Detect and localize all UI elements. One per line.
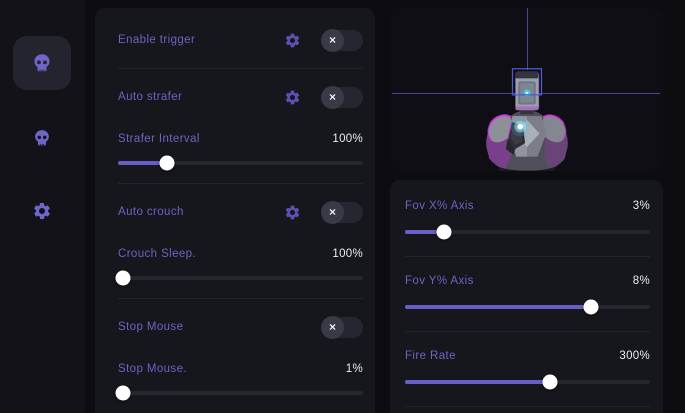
slider-thumb[interactable] [159, 155, 175, 170]
slider-fill [405, 229, 445, 234]
gear-icon [34, 202, 50, 220]
slider-track-bg [118, 275, 363, 280]
slider-row-fov-y: Fov Y% Axis 8% [405, 257, 650, 331]
slider-row-fire-rate: Fire Rate 300% [405, 332, 650, 406]
slider-value: 300% [619, 350, 650, 362]
sidebar-item-legit[interactable] [13, 36, 71, 90]
robot-model-preview [486, 68, 568, 171]
x-icon: × [328, 90, 336, 104]
slider-value: 3% [632, 200, 650, 212]
feature-row-auto-strafer: Auto strafer × [118, 69, 363, 125]
slider-thumb[interactable] [436, 224, 452, 239]
x-icon: × [328, 320, 336, 334]
gear-icon[interactable] [284, 32, 301, 49]
slider-fill [118, 160, 167, 165]
slider-row-strafer-interval: Strafer Interval 100% [118, 125, 363, 183]
features-panel: Enable trigger × Auto strafer × Strafer … [95, 8, 375, 413]
model-preview-panel [390, 8, 663, 171]
sidebar [0, 0, 85, 413]
x-icon: × [328, 205, 336, 219]
slider-row-fov-x: Fov X% Axis 3% [405, 182, 650, 256]
slider-row-stop-mouse: Stop Mouse. 1% [115, 355, 363, 413]
slider-track[interactable] [405, 224, 650, 239]
feature-label: Auto strafer [118, 91, 183, 103]
toggle-knob: × [321, 200, 344, 224]
toggle-knob: × [321, 28, 344, 52]
divider [405, 331, 650, 332]
feature-label: Enable trigger [118, 34, 196, 46]
divider [405, 406, 650, 407]
feature-row-auto-crouch: Auto crouch × [118, 184, 363, 240]
slider-track[interactable] [115, 385, 363, 400]
aim-settings-panel: Fov X% Axis 3% Fov Y% Axis 8% [390, 180, 663, 413]
sidebar-item-settings[interactable] [13, 184, 71, 238]
slider-value: 8% [632, 275, 650, 287]
gear-icon[interactable] [284, 204, 301, 221]
slider-track-bg [118, 160, 363, 165]
skull-icon [35, 130, 49, 146]
slider-track[interactable] [405, 374, 650, 389]
slider-fill [405, 304, 592, 309]
slider-track-bg [405, 229, 650, 234]
slider-track[interactable] [115, 270, 363, 285]
crosshair-vertical-line [527, 8, 528, 70]
slider-thumb[interactable] [583, 299, 599, 314]
slider-label: Fov Y% Axis [405, 275, 474, 287]
toggle-knob: × [321, 85, 344, 109]
slider-value: 100% [332, 133, 363, 145]
slider-row-crouch-sleep: Crouch Sleep. 100% [115, 240, 363, 298]
head-hitbox-outline [511, 68, 543, 96]
toggle-switch[interactable]: × [321, 315, 363, 339]
divider [118, 183, 363, 184]
feature-row-enable-trigger: Enable trigger × [118, 12, 363, 68]
slider-value: 1% [345, 363, 363, 375]
slider-track[interactable] [118, 155, 363, 170]
slider-track[interactable] [405, 299, 650, 314]
slider-label: Fire Rate [405, 350, 456, 362]
toggle-switch[interactable]: × [321, 85, 363, 109]
feature-label: Stop Mouse [118, 321, 184, 333]
feature-row-stop-mouse: Stop Mouse × [118, 299, 363, 355]
slider-label: Crouch Sleep. [118, 248, 197, 260]
slider-fill [405, 379, 550, 384]
slider-track-bg [118, 390, 363, 395]
sidebar-item-rage[interactable] [13, 111, 71, 165]
toggle-switch[interactable]: × [321, 28, 363, 52]
slider-label: Fov X% Axis [405, 200, 474, 212]
slider-label: Strafer Interval [118, 133, 200, 145]
slider-thumb[interactable] [542, 374, 558, 389]
slider-value: 100% [332, 248, 363, 260]
divider [405, 256, 650, 257]
divider [118, 298, 363, 299]
toggle-switch[interactable]: × [321, 200, 363, 224]
slider-thumb[interactable] [115, 385, 131, 400]
feature-label: Auto crouch [118, 206, 184, 218]
x-icon: × [328, 33, 336, 47]
slider-thumb[interactable] [115, 270, 131, 285]
toggle-knob: × [321, 315, 344, 339]
divider [118, 68, 363, 69]
skull-icon [34, 54, 50, 72]
slider-label: Stop Mouse. [118, 363, 187, 375]
gear-icon[interactable] [284, 89, 301, 106]
